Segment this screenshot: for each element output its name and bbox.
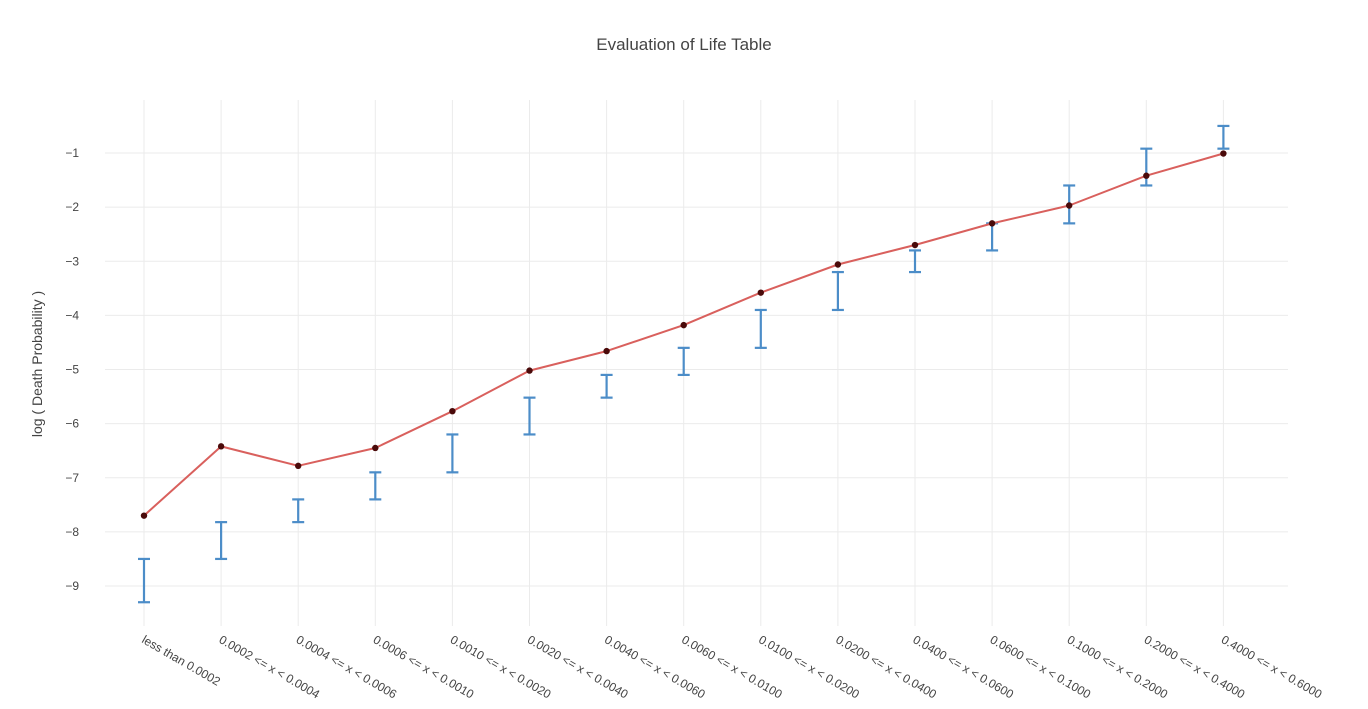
y-tick-label: −2 <box>65 200 79 214</box>
y-tick-label: −8 <box>65 525 79 539</box>
y-tick-label: −9 <box>65 579 79 593</box>
data-points <box>140 150 1227 519</box>
error-bars <box>138 124 1230 604</box>
error-bar <box>523 396 536 436</box>
y-tick-label: −4 <box>65 308 79 322</box>
data-point <box>295 462 302 470</box>
data-point <box>526 367 533 374</box>
y-tick-label: −7 <box>65 471 79 485</box>
error-bar <box>986 222 999 252</box>
error-bar <box>754 308 767 349</box>
data-point <box>603 347 610 355</box>
data-point <box>1143 172 1150 179</box>
error-bar <box>369 471 382 501</box>
error-bar <box>292 498 305 524</box>
data-point <box>1066 202 1073 209</box>
error-bar <box>600 373 613 399</box>
data-point <box>834 261 842 268</box>
error-bar <box>831 270 844 312</box>
error-bar <box>909 249 921 274</box>
y-tick-label: −5 <box>65 363 79 377</box>
error-bar <box>1217 124 1230 150</box>
error-bar <box>1140 147 1153 187</box>
y-axis-title: log ( Death Probability ) <box>29 291 45 437</box>
chart-title: Evaluation of Life Table <box>596 35 771 54</box>
grid <box>105 100 1288 626</box>
y-tick-label: −6 <box>65 417 79 431</box>
y-tick-label: −1 <box>65 146 79 160</box>
data-point <box>911 241 919 249</box>
data-point <box>217 443 225 450</box>
data-point <box>757 289 764 296</box>
error-bar <box>138 557 150 604</box>
data-point <box>140 512 148 519</box>
x-tick-label: less than 0.0002 <box>140 632 224 688</box>
data-point <box>988 220 996 227</box>
data-point <box>449 407 456 415</box>
error-bar <box>677 346 690 377</box>
y-axis-ticks: −9 −8 −7 −6 −5 −4 −3 −2 −1 <box>65 146 79 593</box>
data-point <box>680 321 687 329</box>
y-tick-label: −3 <box>65 254 79 268</box>
error-bar <box>446 433 459 474</box>
data-point <box>372 444 379 452</box>
data-point <box>1220 150 1227 157</box>
error-bar <box>215 521 228 561</box>
